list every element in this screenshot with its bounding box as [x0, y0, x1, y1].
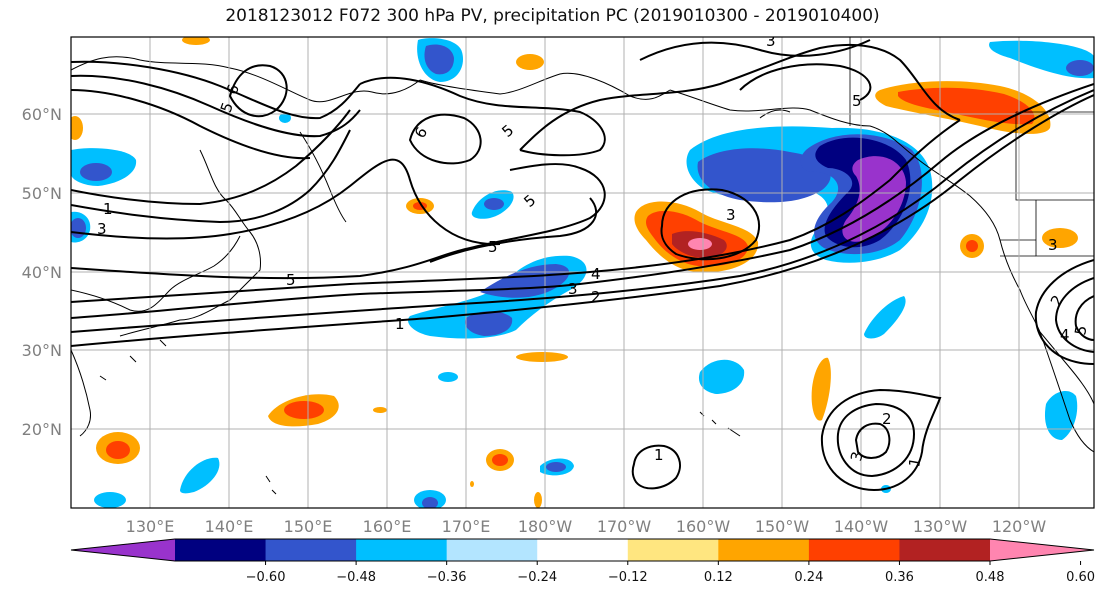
contour-label: 4	[1060, 326, 1070, 344]
lon-label: 130°W	[913, 517, 968, 536]
lon-label: 140°W	[834, 517, 889, 536]
colorbar-segment	[899, 539, 991, 561]
colorbar-tick-label: −0.60	[246, 570, 286, 585]
colorbar-extend-min	[71, 539, 175, 561]
colorbar-outline	[70, 538, 1095, 562]
colorbar-segment	[718, 539, 810, 561]
pv-contours	[71, 39, 1094, 492]
contour-label: 2	[882, 410, 892, 428]
lat-label: 60°N	[22, 105, 62, 124]
colorbar-tick-label: 0.36	[885, 570, 914, 585]
contour-label: 1	[654, 446, 664, 464]
contour-label: 3	[766, 32, 776, 50]
lat-label: 50°N	[22, 184, 62, 203]
colorbar-segment	[265, 539, 357, 561]
lon-label: 170°E	[442, 517, 491, 536]
map-frame	[70, 36, 1095, 509]
lon-label: 160°W	[676, 517, 731, 536]
lat-label: 40°N	[22, 263, 62, 282]
contour-label: 5	[852, 92, 862, 110]
contour-label: 3	[1048, 236, 1058, 254]
colorbar-segment	[537, 539, 629, 561]
colorbar-tick-label: −0.36	[427, 570, 467, 585]
lon-label: 130°E	[126, 517, 175, 536]
colorbar: −0.60 −0.48 −0.36 −0.24 −0.12 0.12 0.24 0.36 0.4…	[70, 538, 1095, 585]
lon-label: 140°E	[205, 517, 254, 536]
lon-label: 150°W	[755, 517, 810, 536]
contour-label: 3	[847, 450, 866, 463]
colorbar-tick-label: 0.48	[976, 570, 1005, 585]
political-boundaries	[849, 37, 1094, 257]
lon-label: 180°W	[518, 517, 573, 536]
colorbar-tick-label: 0.60	[1066, 570, 1095, 585]
colorbar-tick-label: 0.24	[794, 570, 823, 585]
contour-label: 1	[395, 315, 405, 333]
colorbar-segment	[175, 539, 267, 561]
colorbar-segment	[627, 539, 719, 561]
lat-label: 20°N	[22, 420, 62, 439]
contour-label: 3	[568, 280, 578, 298]
colorbar-extend-max	[990, 539, 1094, 561]
colorbar-tick-label: −0.48	[336, 570, 376, 585]
lat-label: 30°N	[22, 341, 62, 360]
contour-label: 1	[103, 200, 113, 218]
longitude-axis: 130°E 140°E 150°E 160°E 170°E 180°W 170°…	[126, 517, 1047, 536]
colorbar-segment	[446, 539, 538, 561]
contour-label: 3	[726, 206, 736, 224]
contour-label: 2	[591, 288, 601, 306]
contour-label: 5	[1071, 324, 1090, 337]
colorbar-segment	[808, 539, 900, 561]
contour-label: 3	[97, 220, 107, 238]
latitude-axis: 60°N 50°N 40°N 30°N 20°N	[22, 105, 62, 439]
map-panel: 6 5 6 5 3 5 1 3 5 5 3 4 3 2 1 5 1 2 3 1 …	[71, 32, 1094, 508]
colorbar-segment	[356, 539, 448, 561]
contour-label: 1	[905, 456, 924, 469]
contour-label: 5	[488, 238, 498, 256]
contour-label: 4	[591, 265, 601, 283]
lon-label: 160°E	[363, 517, 412, 536]
lon-label: 120°W	[992, 517, 1047, 536]
contour-label: 5	[286, 271, 296, 289]
lon-label: 170°W	[597, 517, 652, 536]
map-title: 2018123012 F072 300 hPa PV, precipitatio…	[225, 6, 880, 26]
colorbar-tick-label: −0.24	[517, 570, 557, 585]
lon-label: 150°E	[284, 517, 333, 536]
colorbar-tick-label: −0.12	[608, 570, 648, 585]
colorbar-tick-label: 0.12	[704, 570, 733, 585]
